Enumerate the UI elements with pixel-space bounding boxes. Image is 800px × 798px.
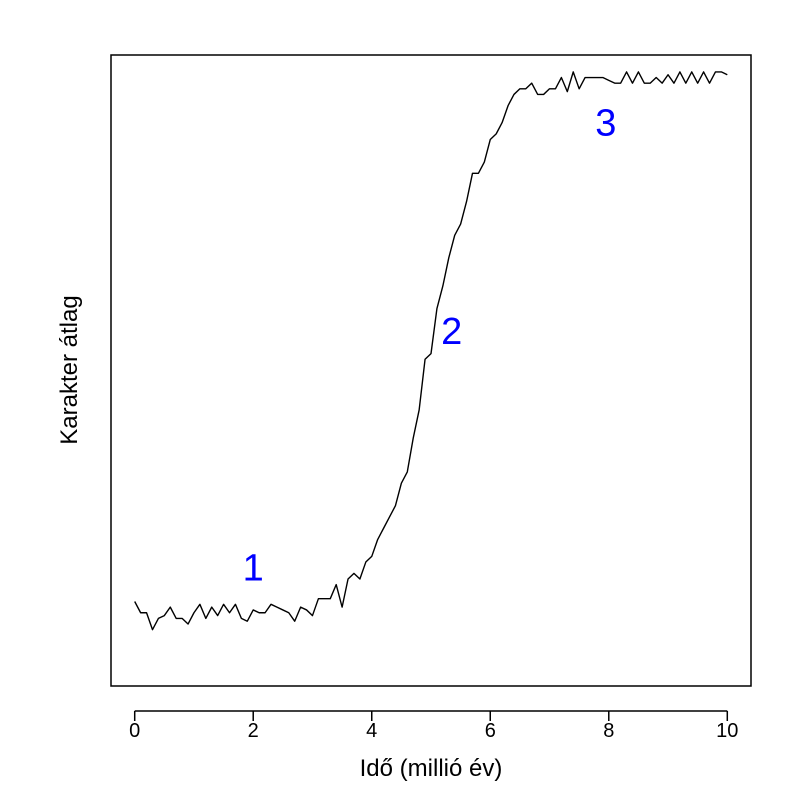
- annotation-label: 3: [595, 103, 616, 145]
- annotation-layer: 1 2 3: [243, 103, 617, 590]
- x-tick-label: 4: [366, 720, 377, 742]
- series-layer: [134, 71, 728, 631]
- x-axis-label: Idő (millió év): [360, 755, 503, 782]
- x-tick-label: 0: [129, 720, 140, 742]
- x-axis: 0 2 4 6 8 10: [129, 710, 738, 742]
- x-tick-label: 8: [603, 720, 614, 742]
- y-axis-label: Karakter átlag: [56, 295, 83, 444]
- x-tick-label: 6: [485, 720, 496, 742]
- x-tick-label: 2: [248, 720, 259, 742]
- x-tick-label: 10: [716, 720, 738, 742]
- plot-frame: [110, 54, 752, 687]
- annotation-label: 1: [243, 548, 264, 590]
- annotation-label: 2: [441, 311, 462, 353]
- series-line: [134, 71, 728, 631]
